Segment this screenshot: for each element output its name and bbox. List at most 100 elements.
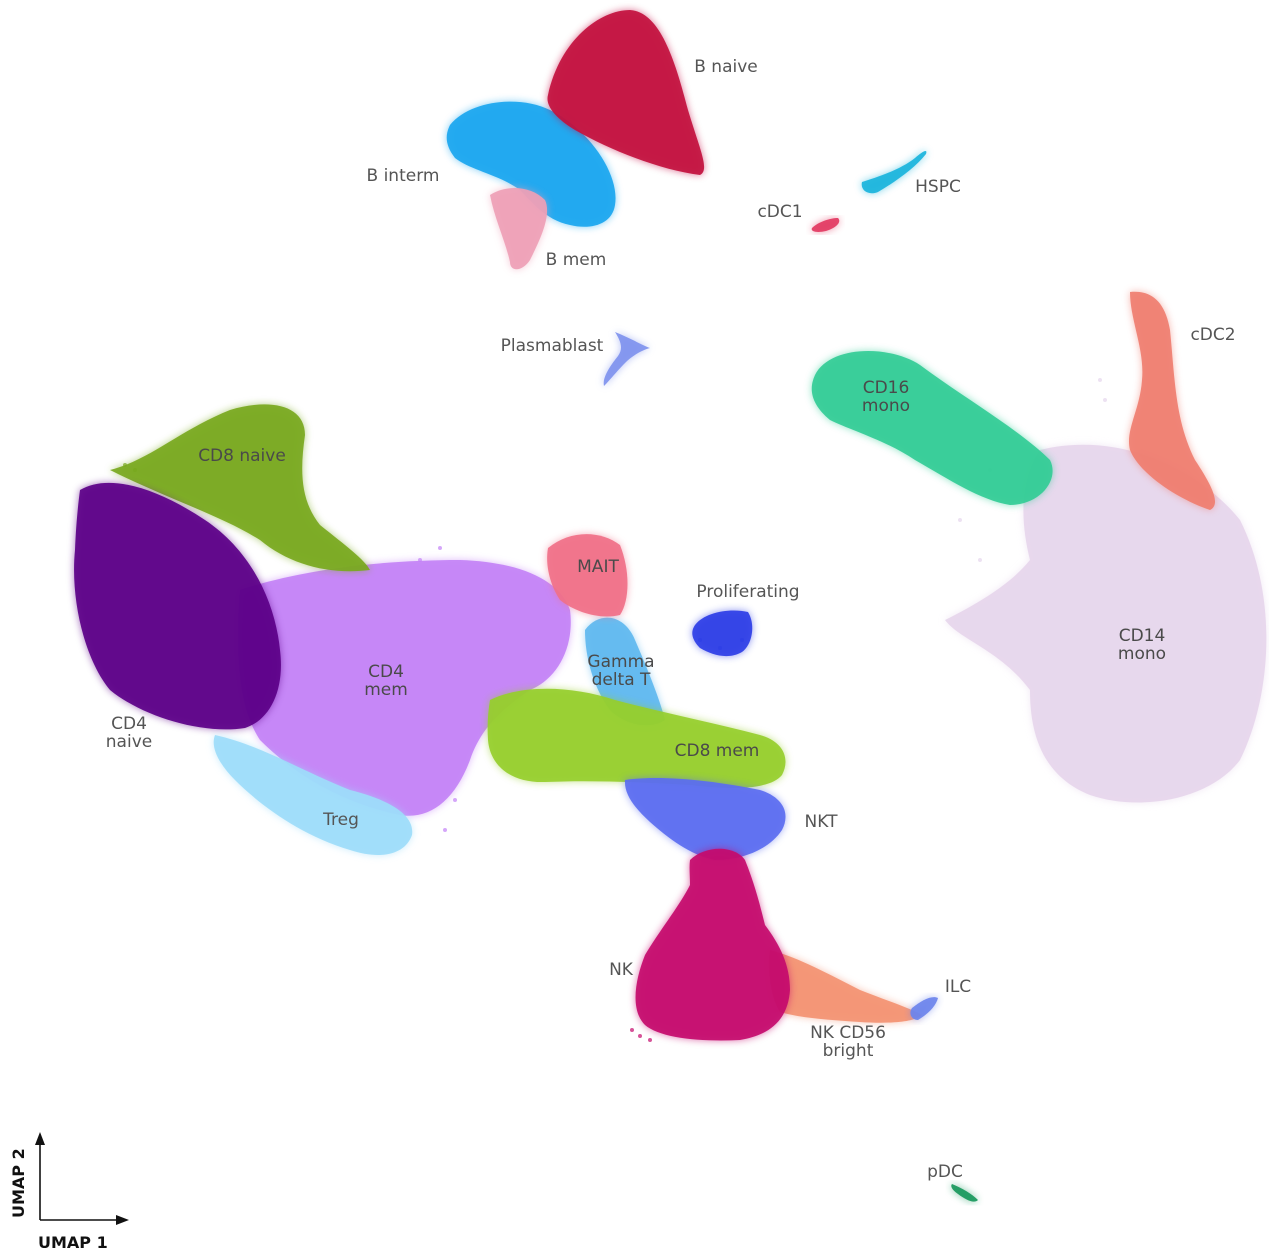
label-line: naive [106, 732, 152, 752]
label-cdc1: cDC1 [757, 202, 802, 222]
cluster-b-naive [547, 10, 705, 175]
label-line: bright [823, 1041, 874, 1061]
cluster-points-cd8-mem [487, 688, 786, 788]
cluster-points-ilc [910, 997, 938, 1020]
scatter-point [718, 646, 722, 650]
label-line: ILC [945, 977, 971, 997]
cluster-cdc2 [1128, 291, 1215, 510]
label-hspc: HSPC [915, 177, 961, 197]
scatter-point [123, 463, 127, 467]
label-line: CD4 [368, 662, 404, 682]
cluster-points-plasmablast [603, 332, 650, 386]
label-line: MAIT [577, 557, 619, 577]
cluster-labels: B naive B interm B mem HSPC cDC1 Plasmablast c… [106, 57, 1236, 1182]
umap2-arrow-icon [35, 1132, 45, 1145]
cluster-pdc [951, 1184, 978, 1202]
scatter-point [638, 1034, 642, 1038]
label-cd8-naive: CD8 naive [198, 446, 286, 466]
x-axis-label: UMAP 1 [38, 1233, 108, 1252]
cluster-cdc1 [811, 218, 840, 232]
label-cd4-mem: CD4 mem [364, 662, 408, 700]
cluster-nk-cd56-bright [769, 950, 922, 1023]
label-cdc2: cDC2 [1190, 325, 1235, 345]
scatter-point [438, 546, 442, 550]
cluster-b-mem [490, 188, 548, 270]
label-cd14-mono: CD14 mono [1118, 626, 1166, 664]
scatter-point [740, 638, 744, 642]
label-line: Plasmablast [501, 336, 604, 356]
cluster-points-cd8-naive [110, 404, 370, 572]
cluster-treg [213, 735, 413, 855]
cluster-points-hspc [861, 151, 927, 194]
cluster-b-interm [446, 101, 616, 227]
scatter-point [1098, 378, 1102, 382]
label-line: CD4 [111, 714, 147, 734]
label-cd16-mono: CD16 mono [862, 378, 910, 416]
cluster-cd8-mem [487, 688, 786, 788]
label-line: B naive [694, 57, 758, 77]
cluster-hspc [861, 151, 927, 194]
scatter-point [1103, 398, 1107, 402]
scatter-point [453, 798, 457, 802]
label-proliferating: Proliferating [696, 582, 799, 602]
cluster-proliferating [692, 610, 753, 657]
label-treg: Treg [322, 810, 359, 830]
label-line: delta T [592, 670, 651, 690]
label-line: mem [364, 680, 408, 700]
cluster-cd8-naive [110, 404, 370, 572]
label-cd8-mem: CD8 mem [675, 741, 760, 761]
cluster-points-cd16-mono [811, 351, 1053, 505]
cluster-clouds [74, 10, 1267, 1202]
cluster-cd4-naive [74, 482, 281, 730]
label-line: mono [1118, 644, 1166, 664]
axis-indicator: UMAP 2 UMAP 1 [9, 1132, 129, 1252]
cluster-points-cd4-naive [74, 482, 281, 730]
label-line: Proliferating [696, 582, 799, 602]
label-plasmablast: Plasmablast [501, 336, 604, 356]
label-gamma-delta-t: Gamma delta T [587, 652, 654, 690]
cluster-cd16-mono [811, 351, 1053, 505]
label-line: CD16 [863, 378, 910, 398]
label-mait: MAIT [577, 557, 619, 577]
scatter-point [630, 1028, 634, 1032]
label-line: B interm [367, 166, 440, 186]
cluster-points-b-interm [446, 101, 616, 227]
cluster-points-nk-cd56-bright [769, 950, 922, 1023]
cluster-points-mait [547, 534, 628, 617]
label-line: pDC [927, 1162, 963, 1182]
label-nk: NK [609, 960, 634, 980]
umap1-arrow-icon [116, 1215, 129, 1225]
scatter-point [958, 518, 962, 522]
cluster-plasmablast [603, 332, 650, 386]
cluster-points-cdc2 [1128, 291, 1215, 510]
cluster-points-treg [213, 735, 413, 855]
cluster-points-nkt [624, 778, 786, 860]
cluster-points-b-naive [547, 10, 705, 175]
cluster-nkt [624, 778, 786, 860]
label-line: Gamma [587, 652, 654, 672]
scatter-point [978, 558, 982, 562]
label-line: CD8 naive [198, 446, 286, 466]
label-b-mem: B mem [546, 250, 607, 270]
scatter-point [133, 468, 137, 472]
cluster-cd4-mem [238, 546, 571, 832]
scatter-point [648, 1038, 652, 1042]
cluster-cd14-mono [945, 378, 1267, 803]
label-b-interm: B interm [367, 166, 440, 186]
label-cd4-naive: CD4 naive [106, 714, 152, 752]
label-line: B mem [546, 250, 607, 270]
scatter-point [698, 638, 702, 642]
label-line: cDC1 [757, 202, 802, 222]
y-axis-label: UMAP 2 [9, 1148, 28, 1218]
label-line: CD14 [1119, 626, 1166, 646]
label-nk-cd56-bright: NK CD56 bright [810, 1023, 886, 1061]
label-line: NK [609, 960, 634, 980]
label-ilc: ILC [945, 977, 971, 997]
label-line: HSPC [915, 177, 961, 197]
cluster-nk [630, 848, 790, 1042]
label-nkt: NKT [805, 812, 839, 832]
cluster-points-cd14-mono [945, 444, 1267, 803]
cluster-points-pdc [951, 1184, 978, 1202]
cluster-points-nk [635, 848, 790, 1041]
